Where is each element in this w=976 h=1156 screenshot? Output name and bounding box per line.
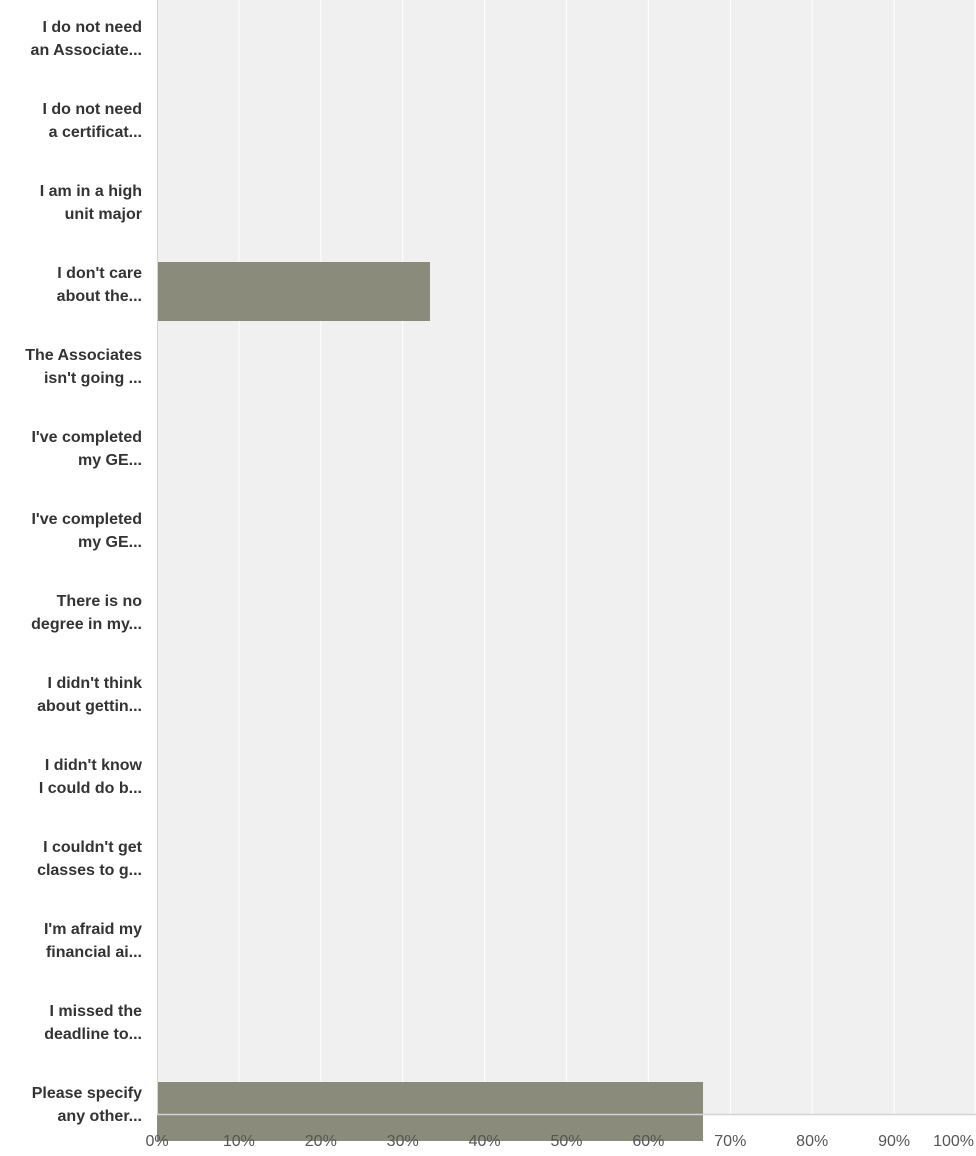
- tick-label-80: 80%: [796, 1133, 828, 1150]
- category-label-14: Please specify any other...: [32, 1085, 142, 1125]
- category-label-9: I didn't think about gettin...: [37, 675, 142, 715]
- tick-label-40: 40%: [469, 1133, 501, 1150]
- category-label-6: I've completed my GE...: [31, 429, 142, 469]
- tick-label-90: 90%: [878, 1133, 910, 1150]
- tick-label-30: 30%: [387, 1133, 419, 1150]
- category-label-4: I don't care about the...: [57, 265, 142, 305]
- category-label-2: I do not need a certificat...: [42, 101, 142, 141]
- tick-labels: 0% 10% 20% 30% 40% 50% 60% 70% 80% 90% 100%: [145, 1133, 974, 1150]
- category-label-12: I'm afraid my financial ai...: [44, 921, 142, 961]
- bar-14: [157, 1082, 704, 1141]
- category-label-7: I've completed my GE...: [31, 511, 142, 551]
- tick-label-60: 60%: [632, 1133, 664, 1150]
- category-label-3: I am in a high unit major: [40, 183, 142, 223]
- bars: [157, 262, 704, 1141]
- category-labels: I do not need an Associate... I do not nee…: [25, 19, 142, 1125]
- tick-label-50: 50%: [550, 1133, 582, 1150]
- category-label-1: I do not need an Associate...: [31, 19, 142, 59]
- category-label-8: There is no degree in my...: [31, 593, 142, 633]
- tick-label-70: 70%: [714, 1133, 746, 1150]
- tick-label-0: 0%: [145, 1133, 168, 1150]
- tick-label-20: 20%: [305, 1133, 337, 1150]
- tick-label-100: 100%: [933, 1133, 974, 1150]
- category-label-5: The Associates isn't going ...: [25, 347, 142, 387]
- category-label-13: I missed the deadline to...: [44, 1003, 142, 1043]
- category-label-10: I didn't know I could do b...: [39, 757, 143, 797]
- bar-4: [157, 262, 430, 321]
- category-label-11: I couldn't get classes to g...: [37, 839, 143, 879]
- gridlines: [238, 0, 976, 1114]
- tick-label-10: 10%: [223, 1133, 255, 1150]
